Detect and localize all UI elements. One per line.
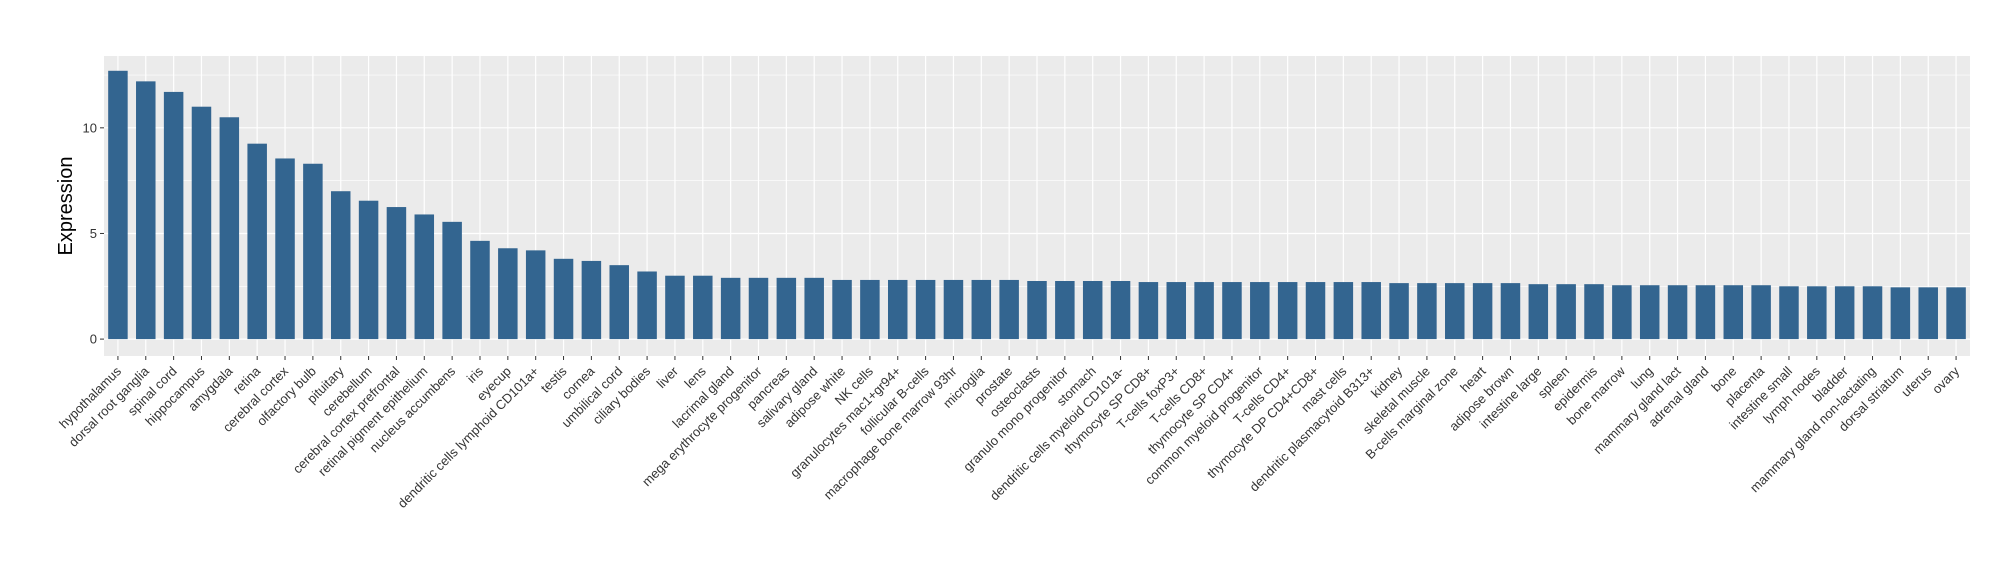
- bar-1: [136, 81, 156, 340]
- x-tick-label: uterus: [1898, 363, 1935, 400]
- bar-59: [1751, 285, 1771, 340]
- bar-44: [1333, 282, 1354, 340]
- bar-60: [1779, 286, 1799, 340]
- bar-42: [1277, 282, 1298, 340]
- bar-54: [1612, 285, 1632, 340]
- bar-34: [1055, 281, 1075, 340]
- bar-10: [386, 207, 407, 340]
- bar-48: [1445, 283, 1465, 340]
- bar-17: [581, 260, 602, 340]
- x-tick-label: liver: [654, 363, 682, 391]
- y-tick-label: 0: [90, 332, 97, 347]
- bar-39: [1194, 282, 1214, 340]
- x-tick-label: ovary: [1929, 363, 1962, 396]
- bar-35: [1082, 281, 1103, 340]
- bar-16: [553, 258, 574, 340]
- bar-19: [637, 271, 657, 340]
- bar-51: [1528, 284, 1549, 340]
- bar-24: [776, 277, 797, 340]
- bar-64: [1890, 287, 1911, 340]
- bar-18: [609, 265, 629, 340]
- y-axis: 0 5 10: [83, 120, 104, 347]
- bar-36: [1110, 281, 1131, 340]
- bar-25: [804, 277, 824, 340]
- bar-49: [1472, 283, 1493, 340]
- bar-21: [693, 275, 713, 340]
- bar-50: [1500, 283, 1521, 340]
- bar-28: [887, 279, 908, 340]
- bar-63: [1862, 286, 1883, 340]
- bar-8: [330, 191, 351, 340]
- bar-62: [1834, 286, 1855, 340]
- bar-30: [943, 279, 964, 340]
- bar-53: [1584, 284, 1604, 340]
- bar-15: [525, 250, 546, 340]
- bar-23: [748, 277, 769, 340]
- bar-57: [1695, 285, 1716, 340]
- bar-56: [1667, 285, 1688, 340]
- bars: [108, 70, 1966, 340]
- bar-61: [1807, 286, 1827, 340]
- y-tick-label: 5: [90, 226, 97, 241]
- bar-26: [832, 279, 852, 340]
- y-axis-title: Expression: [55, 157, 77, 256]
- bar-52: [1556, 284, 1576, 340]
- bar-29: [915, 279, 936, 340]
- bar-32: [999, 279, 1019, 340]
- bar-14: [498, 248, 518, 340]
- bar-66: [1946, 287, 1966, 340]
- bar-13: [470, 240, 490, 340]
- bar-41: [1250, 282, 1270, 340]
- bar-4: [219, 117, 240, 340]
- bar-45: [1361, 282, 1381, 340]
- bar-58: [1723, 285, 1744, 340]
- bar-2: [163, 91, 184, 340]
- bar-3: [191, 106, 212, 340]
- bar-55: [1639, 285, 1660, 340]
- bar-7: [303, 163, 323, 340]
- bar-0: [108, 70, 128, 340]
- bar-40: [1222, 282, 1242, 340]
- bar-22: [720, 277, 741, 340]
- bar-12: [442, 221, 462, 340]
- bar-27: [860, 279, 880, 340]
- bar-43: [1305, 282, 1326, 340]
- bar-38: [1166, 282, 1187, 340]
- bar-33: [1027, 281, 1047, 340]
- bar-46: [1389, 283, 1409, 340]
- bar-11: [414, 214, 435, 340]
- y-tick-label: 10: [83, 120, 97, 135]
- bar-20: [665, 275, 685, 340]
- bar-47: [1417, 283, 1437, 340]
- bar-37: [1138, 282, 1159, 340]
- bar-65: [1918, 287, 1938, 340]
- bar-6: [275, 158, 295, 340]
- bar-31: [971, 279, 992, 340]
- bar-9: [358, 200, 379, 340]
- bar-5: [247, 143, 267, 340]
